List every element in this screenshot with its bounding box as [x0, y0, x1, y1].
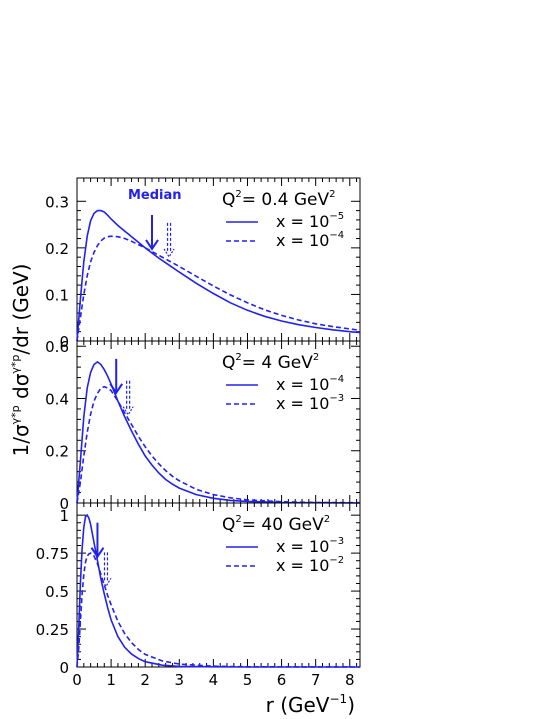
legend-label-base: x = 10 — [276, 394, 329, 413]
q2-unit-sup: 2 — [313, 352, 319, 363]
x-tick-label: 3 — [175, 671, 185, 689]
x-tick-label: 6 — [277, 671, 287, 689]
median-arrow-head — [163, 248, 175, 259]
x-tick-label: 7 — [311, 671, 321, 689]
y-tick-label: 0 — [59, 495, 69, 513]
x-tick-labels: 0 1 2 3 4 5 6 7 8 — [72, 671, 354, 689]
legend-label-base: x = 10 — [276, 537, 329, 556]
q2-unit-sup: 2 — [324, 514, 330, 525]
q2-sup: 2 — [235, 514, 241, 525]
q2-prefix: Q — [222, 515, 235, 535]
y-tick-label: 0.4 — [45, 390, 69, 408]
series-line-dashed — [76, 385, 361, 504]
panel-frame — [76, 340, 361, 504]
x-axis-label: r (GeV−1) — [266, 692, 355, 717]
legend-label: x = 10−2 — [276, 555, 344, 575]
legend-label-exp: −4 — [329, 374, 344, 385]
y-axis-label-tail: /dr (GeV) — [9, 264, 33, 355]
y-axis-label: 1/σγ*p dσγ*p/dr (GeV) — [9, 264, 33, 457]
median-arrow-head — [145, 239, 159, 251]
y-tick-label: 0 — [59, 333, 69, 351]
x-tick-label: 8 — [345, 671, 355, 689]
q2-sup: 2 — [235, 189, 241, 200]
y-tick-label: 0.2 — [45, 443, 69, 461]
y-tick-label: 0.6 — [45, 338, 69, 356]
q2-value: = 40 GeV — [242, 515, 324, 535]
x-tick-label: 1 — [106, 671, 116, 689]
q2-prefix: Q — [222, 353, 235, 373]
legend-label-base: x = 10 — [276, 375, 329, 394]
median-arrow-head — [100, 577, 112, 588]
q2-value: = 0.4 GeV — [242, 190, 330, 210]
series-line-dashed — [76, 235, 361, 342]
median-label: Median — [128, 188, 182, 203]
legend-label-base: x = 10 — [276, 212, 329, 231]
y-axis-label-main: 1/σ — [9, 424, 33, 456]
y-tick-label: 0.1 — [45, 286, 69, 304]
legend-label: x = 10−4 — [276, 230, 344, 250]
y-tick-label: 0.2 — [45, 240, 69, 258]
legend-label: x = 10−5 — [276, 211, 344, 231]
q2-label: Q2= 40 GeV2 — [222, 514, 330, 535]
legend-label-base: x = 10 — [276, 231, 329, 250]
q2-label: Q2= 4 GeV2 — [222, 352, 319, 373]
q2-label: Q2= 0.4 GeV2 — [222, 189, 336, 210]
legend-label-exp: −3 — [329, 393, 344, 404]
legend-label: x = 10−4 — [276, 374, 344, 394]
legend-label-exp: −2 — [329, 555, 344, 566]
legend-label-exp: −4 — [329, 230, 344, 241]
y-axis-label-sup1: γ*p — [9, 405, 22, 424]
x-axis-label-close: ) — [347, 693, 355, 717]
x-tick-label: 4 — [209, 671, 219, 689]
median-arrow-head — [109, 383, 124, 395]
y-tick-label: 0.5 — [45, 583, 69, 601]
x-tick-label: 5 — [243, 671, 253, 689]
y-tick-label: 0 — [59, 659, 69, 677]
median-arrow-head — [122, 406, 134, 416]
y-tick-label: 0.3 — [45, 193, 69, 211]
q2-prefix: Q — [222, 190, 235, 210]
series-line-solid — [76, 513, 360, 668]
q2-unit-sup: 2 — [329, 189, 335, 200]
y-tick-label: 1 — [59, 507, 69, 525]
y-axis-label-sup2: γ*p — [9, 355, 22, 374]
legend-label: x = 10−3 — [276, 393, 344, 413]
q2-sup: 2 — [235, 352, 241, 363]
legend-label-base: x = 10 — [276, 556, 329, 575]
x-axis-label-main: r (GeV — [266, 693, 330, 717]
y-axis-label-mid: dσ — [9, 373, 33, 405]
median-arrow-head — [90, 547, 105, 559]
q2-value: = 4 GeV — [242, 353, 314, 373]
legend-label-exp: −5 — [329, 211, 344, 222]
y-tick-label: 0.75 — [36, 545, 69, 563]
series-line-dashed — [76, 552, 361, 668]
y-tick-label: 0.25 — [36, 621, 69, 639]
series-line-solid — [76, 360, 361, 504]
x-tick-label: 0 — [72, 671, 82, 689]
legend-label: x = 10−3 — [276, 536, 344, 556]
x-axis-label-sup: −1 — [329, 692, 347, 706]
legend-label-exp: −3 — [329, 536, 344, 547]
x-tick-label: 2 — [140, 671, 150, 689]
